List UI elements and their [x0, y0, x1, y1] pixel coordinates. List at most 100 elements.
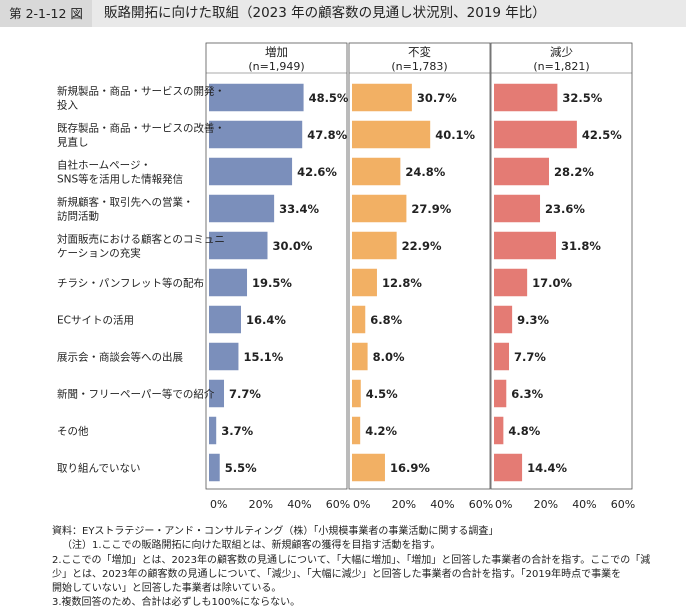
category-label-3-line-1: 訪問活動	[57, 210, 99, 223]
bar-0-1	[209, 120, 303, 149]
bar-label-0-1: 47.8%	[307, 128, 347, 142]
bar-0-0	[209, 83, 304, 112]
bar-2-5	[494, 268, 528, 297]
x-tick-1-2: 40%	[430, 498, 454, 511]
bar-label-1-10: 16.9%	[390, 461, 430, 475]
bar-label-2-4: 31.8%	[561, 239, 601, 253]
source-note: 資料：EYストラテジー・アンド・コンサルティング（株）「小規模事業者の事業活動に…	[52, 526, 499, 537]
bar-label-0-6: 16.4%	[246, 313, 286, 327]
bar-1-1	[352, 120, 431, 149]
category-label-0-line-1: 投入	[57, 99, 78, 112]
category-label-2-line-1: SNS等を活用した情報発信	[57, 173, 183, 186]
category-label-6: ECサイトの活用	[57, 315, 134, 327]
bar-label-2-5: 17.0%	[532, 276, 572, 290]
bar-label-1-8: 4.5%	[366, 387, 398, 401]
bar-label-2-9: 4.8%	[508, 424, 540, 438]
series-name-2: 減少	[550, 45, 573, 59]
panel-frame-1	[348, 42, 491, 490]
bar-2-2	[494, 157, 549, 186]
bar-label-2-6: 9.3%	[517, 313, 549, 327]
category-label-10: 取り組んでいない	[57, 462, 140, 475]
series-name-0: 増加	[265, 45, 288, 59]
category-label-4-line-0: 対面販売における顧客とのコミュニ	[57, 233, 225, 246]
series-n-0: (n=1,949)	[248, 60, 304, 73]
bar-label-2-0: 32.5%	[562, 91, 602, 105]
bar-label-0-9: 3.7%	[221, 424, 253, 438]
bar-0-8	[209, 379, 225, 408]
bar-label-1-3: 27.9%	[411, 202, 451, 216]
bar-0-3	[209, 194, 275, 223]
bar-label-2-3: 23.6%	[545, 202, 585, 216]
figure-title: 販路開拓に向けた取組（2023 年の顧客数の見通し状況別、2019 年比）	[104, 5, 546, 21]
bar-2-0	[494, 83, 558, 112]
bar-label-0-7: 15.1%	[243, 350, 283, 364]
bar-1-4	[352, 231, 397, 260]
x-tick-1-0: 0%	[353, 498, 370, 511]
bar-2-4	[494, 231, 557, 260]
category-label-7: 展示会・商談会等への出展	[57, 351, 183, 364]
bar-2-3	[494, 194, 541, 223]
notes: 資料：EYストラテジー・アンド・コンサルティング（株）「小規模事業者の事業活動に…	[52, 525, 682, 611]
note-1: （注）1.ここでの販路開拓に向けた取組とは、新規顧客の獲得を目指す活動を指す。	[62, 540, 441, 552]
series-n-2: (n=1,821)	[533, 60, 589, 73]
x-tick-2-0: 0%	[495, 498, 512, 511]
bar-label-1-6: 6.8%	[370, 313, 402, 327]
bar-label-2-2: 28.2%	[554, 165, 594, 179]
category-label-1-line-1: 見直し	[57, 136, 89, 149]
x-tick-0-1: 20%	[249, 498, 273, 511]
bar-label-1-7: 8.0%	[373, 350, 405, 364]
category-label-1-line-0: 既存製品・商品・サービスの改善・	[57, 122, 225, 135]
series-n-1: (n=1,783)	[391, 60, 447, 73]
series-name-1: 不変	[408, 45, 431, 59]
bar-label-0-5: 19.5%	[252, 276, 292, 290]
chart: 増加(n=1,949) 48.5% 47.8% 42.6% 33.4% 30.0% 19.5…	[57, 42, 635, 511]
bar-2-9	[494, 416, 504, 445]
note-3: 3.複数回答のため、合計は必ずしも100%にならない。	[52, 597, 301, 609]
x-tick-1-3: 60%	[469, 498, 493, 511]
x-tick-1-1: 20%	[392, 498, 416, 511]
category-label-2-line-0: 自社ホームページ・	[57, 159, 151, 172]
bar-2-10	[494, 453, 523, 482]
bar-label-2-7: 7.7%	[514, 350, 546, 364]
bar-1-5	[352, 268, 377, 297]
bar-0-2	[209, 157, 293, 186]
bar-label-0-4: 30.0%	[273, 239, 313, 253]
bar-2-6	[494, 305, 513, 334]
bar-1-0	[352, 83, 412, 112]
bar-1-7	[352, 342, 368, 371]
bar-label-1-5: 12.8%	[382, 276, 422, 290]
bar-label-2-10: 14.4%	[527, 461, 567, 475]
note-2-line-1: 2.ここでの「増加」とは、2023年の顧客数の見通しについて、「大幅に増加」、「…	[52, 554, 651, 566]
bar-1-3	[352, 194, 407, 223]
x-tick-2-3: 60%	[611, 498, 635, 511]
bar-label-0-10: 5.5%	[225, 461, 257, 475]
note-2-line-2: 少」とは、2023年の顧客数の見通しについて、「減少」、「大幅に減少」と回答した…	[52, 568, 622, 580]
bar-label-2-8: 6.3%	[511, 387, 543, 401]
bar-label-0-2: 42.6%	[297, 165, 337, 179]
bar-0-7	[209, 342, 239, 371]
x-tick-0-3: 60%	[326, 498, 350, 511]
figure-header: 第 2-1-12 図 販路開拓に向けた取組（2023 年の顧客数の見通し状況別、…	[0, 0, 686, 27]
bar-label-1-0: 30.7%	[417, 91, 457, 105]
bar-label-0-8: 7.7%	[229, 387, 261, 401]
panel-frame-0	[205, 42, 348, 490]
category-label-5: チラシ・パンフレット等の配布	[57, 277, 204, 290]
bar-0-6	[209, 305, 241, 334]
bar-label-2-1: 42.5%	[582, 128, 622, 142]
bar-label-0-3: 33.4%	[279, 202, 319, 216]
bar-2-7	[494, 342, 510, 371]
panel-frame-2	[490, 42, 633, 490]
bar-1-9	[352, 416, 361, 445]
bar-0-5	[209, 268, 248, 297]
bar-1-10	[352, 453, 385, 482]
x-tick-2-1: 20%	[534, 498, 558, 511]
bar-label-1-1: 40.1%	[435, 128, 475, 142]
figure-label: 第 2-1-12 図	[0, 0, 92, 27]
bar-label-1-9: 4.2%	[365, 424, 397, 438]
category-label-8: 新聞・フリーペーパー等での紹介	[57, 388, 215, 401]
bar-1-8	[352, 379, 361, 408]
bar-0-9	[209, 416, 217, 445]
bar-2-1	[494, 120, 577, 149]
bar-label-1-2: 24.8%	[405, 165, 445, 179]
x-tick-0-2: 40%	[287, 498, 311, 511]
